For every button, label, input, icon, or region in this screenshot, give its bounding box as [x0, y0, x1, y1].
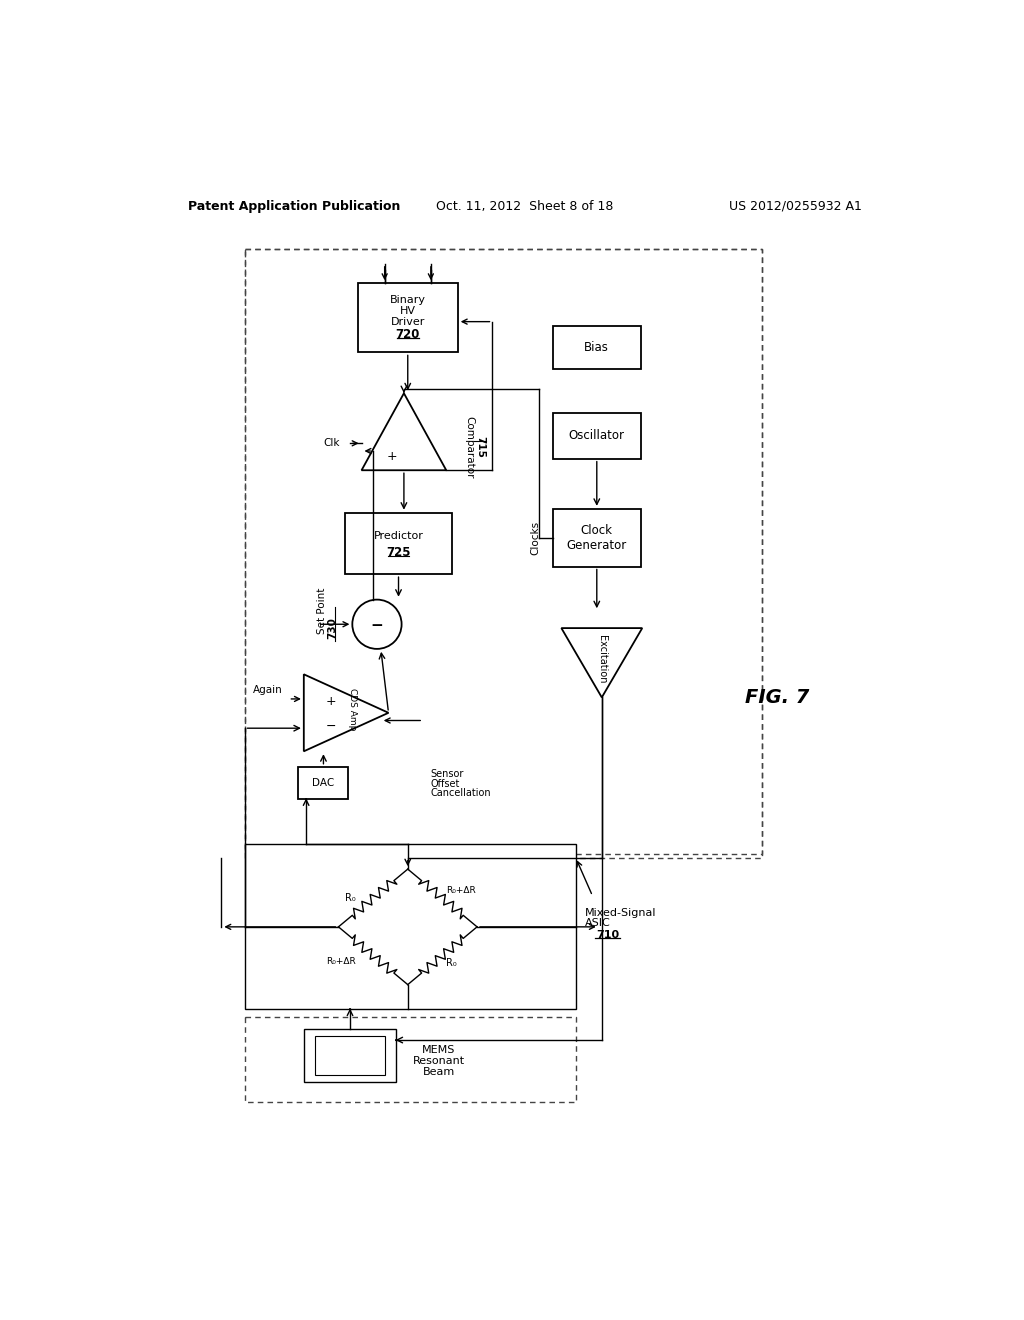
Text: Sensor: Sensor — [431, 770, 464, 779]
Bar — [245, 249, 762, 854]
Bar — [304, 1028, 396, 1082]
Text: R₀: R₀ — [446, 958, 457, 969]
Text: Mixed-Signal: Mixed-Signal — [585, 908, 656, 917]
Text: Binary: Binary — [390, 296, 426, 305]
Text: FIG. 7: FIG. 7 — [745, 688, 810, 708]
Text: Excitation: Excitation — [597, 635, 607, 684]
Text: HV: HV — [399, 306, 416, 315]
Text: 720: 720 — [395, 329, 420, 342]
Text: Oscillator: Oscillator — [568, 429, 625, 442]
Text: DAC: DAC — [312, 777, 335, 788]
Text: Comparator: Comparator — [464, 416, 474, 478]
Text: MEMS: MEMS — [422, 1045, 456, 1055]
Text: +: + — [326, 694, 336, 708]
Bar — [298, 767, 348, 799]
Text: R₀+ΔR: R₀+ΔR — [327, 957, 356, 966]
Text: CDS Amp: CDS Amp — [348, 688, 356, 730]
Bar — [315, 1036, 385, 1074]
Text: ASIC: ASIC — [585, 917, 610, 928]
Text: 710: 710 — [596, 929, 620, 940]
Bar — [345, 512, 453, 574]
Text: Clk: Clk — [324, 438, 340, 449]
Text: 730: 730 — [328, 618, 337, 639]
Text: US 2012/0255932 A1: US 2012/0255932 A1 — [729, 199, 862, 213]
Text: Clocks: Clocks — [530, 520, 541, 554]
Text: Clock: Clock — [581, 524, 612, 537]
Bar — [357, 284, 458, 352]
Text: Patent Application Publication: Patent Application Publication — [188, 199, 400, 213]
Text: Beam: Beam — [423, 1067, 455, 1077]
Text: −: − — [371, 618, 383, 634]
Text: Predictor: Predictor — [374, 531, 424, 541]
Text: 725: 725 — [386, 546, 411, 560]
Text: Again: Again — [253, 685, 283, 694]
Text: Bias: Bias — [585, 341, 609, 354]
Text: +: + — [387, 450, 397, 463]
Text: Offset: Offset — [431, 779, 460, 788]
Text: Oct. 11, 2012  Sheet 8 of 18: Oct. 11, 2012 Sheet 8 of 18 — [436, 199, 613, 213]
Bar — [245, 1016, 575, 1102]
Text: 715: 715 — [475, 436, 485, 458]
Bar — [245, 843, 575, 1010]
Text: R₀: R₀ — [345, 894, 356, 903]
Text: Set Point: Set Point — [316, 587, 327, 634]
Bar — [245, 249, 762, 858]
Text: −: − — [326, 721, 336, 733]
Bar — [553, 508, 641, 566]
Text: Cancellation: Cancellation — [431, 788, 492, 797]
Text: Resonant: Resonant — [413, 1056, 465, 1065]
Bar — [285, 855, 539, 998]
Bar — [553, 412, 641, 459]
Text: Generator: Generator — [566, 539, 627, 552]
Text: Driver: Driver — [390, 317, 425, 326]
Bar — [553, 326, 641, 368]
Text: R₀+ΔR: R₀+ΔR — [446, 886, 476, 895]
